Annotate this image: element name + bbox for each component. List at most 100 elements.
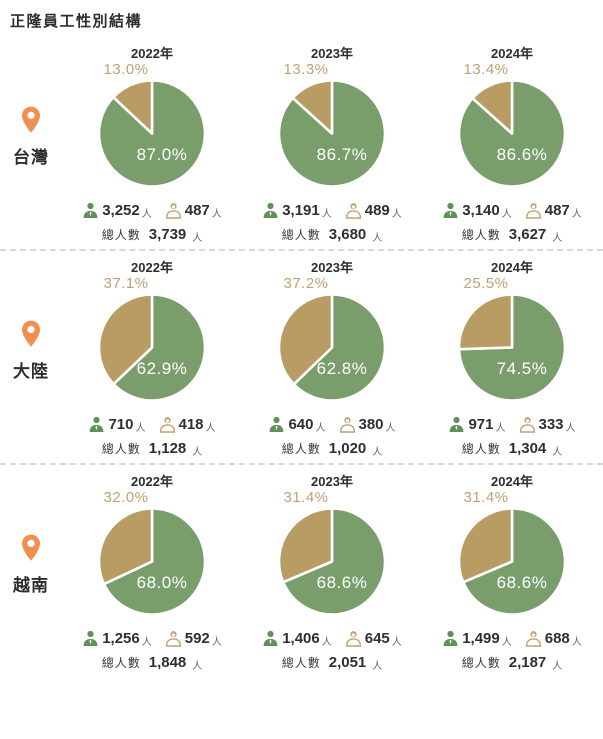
region-name: 台灣	[13, 147, 49, 167]
male-count-unit: 人	[495, 422, 506, 434]
female-person-icon	[519, 416, 535, 433]
year-label: 2024年	[491, 474, 533, 489]
gender-pie-chart	[457, 507, 567, 616]
female-count-unit: 人	[205, 422, 216, 434]
pie-chart-cell: 2024年 25.5% 74.5% 971 人 333 人	[422, 257, 602, 458]
location-pin-icon	[22, 106, 40, 133]
pie-chart-cell: 2023年 31.4% 68.6% 1,406 人 645 人	[242, 471, 422, 672]
year-label: 2022年	[131, 260, 173, 275]
male-person-icon	[450, 416, 464, 432]
region-label-0: 台灣	[0, 29, 62, 243]
female-count: 380	[358, 415, 384, 433]
male-count: 3,140	[462, 201, 500, 219]
pie-area: 37.1% 62.9%	[62, 275, 242, 407]
total-count: 1,128	[148, 440, 187, 457]
male-percent-label: 74.5%	[496, 359, 548, 378]
male-person-icon	[263, 202, 278, 218]
female-count-group: 688 人	[525, 629, 582, 648]
male-count-unit: 人	[321, 636, 332, 648]
region-charts: 2022年 37.1% 62.9% 710 人 418 人	[62, 257, 603, 458]
region-label-1: 大陸	[0, 243, 62, 457]
region-row: 大陸 2022年 37.1% 62.9% 710 人 418	[0, 249, 603, 463]
gender-counts: 1,499 人 688 人	[442, 627, 582, 649]
year-label: 2024年	[491, 46, 533, 61]
region-charts: 2022年 32.0% 68.0% 1,256 人 592 人	[62, 471, 603, 672]
year-label: 2024年	[491, 260, 533, 275]
female-percent-label: 31.4%	[463, 489, 509, 506]
total-unit: 人	[192, 661, 203, 672]
pie-chart-cell: 2022年 32.0% 68.0% 1,256 人 592 人	[62, 471, 242, 672]
total-row: 總人數 2,051 人	[281, 654, 383, 672]
male-percent-label: 87.0%	[136, 145, 188, 164]
female-count-group: 418 人	[159, 415, 216, 434]
year-label: 2022年	[131, 46, 173, 61]
gender-pie-chart	[97, 507, 207, 616]
female-count: 487	[544, 201, 570, 219]
total-label: 總人數	[281, 656, 321, 670]
female-count-unit: 人	[571, 636, 582, 648]
male-percent-label: 62.9%	[136, 359, 188, 378]
female-count-group: 380 人	[339, 415, 396, 434]
male-percent-label: 62.8%	[316, 359, 368, 378]
female-count-group: 487 人	[525, 201, 582, 220]
female-percent-label: 13.4%	[463, 61, 509, 78]
total-count: 2,051	[328, 654, 367, 671]
female-person-icon	[345, 630, 361, 647]
gender-counts: 3,140 人 487 人	[442, 199, 582, 221]
region-charts: 2022年 13.0% 87.0% 3,252 人 487 人	[62, 43, 603, 244]
gender-counts: 1,406 人 645 人	[262, 627, 402, 649]
region-label-2: 越南	[0, 457, 62, 671]
male-person-icon	[263, 630, 278, 646]
female-count: 487	[184, 201, 210, 219]
total-label: 總人數	[461, 228, 501, 242]
total-row: 總人數 3,627 人	[461, 226, 563, 244]
gender-pie-chart	[457, 79, 567, 188]
female-percent-label: 25.5%	[463, 275, 509, 292]
total-unit: 人	[552, 661, 563, 672]
female-count-unit: 人	[391, 208, 402, 220]
total-label: 總人數	[101, 656, 141, 670]
total-count: 2,187	[508, 654, 547, 671]
female-count-group: 333 人	[519, 416, 576, 434]
male-person-icon	[270, 416, 284, 432]
gender-pie-chart	[97, 293, 207, 402]
pie-area: 13.4% 86.6%	[422, 61, 602, 193]
location-pin-icon	[22, 320, 40, 347]
pie-area: 32.0% 68.0%	[62, 489, 242, 621]
total-label: 總人數	[281, 228, 321, 242]
female-percent-label: 37.2%	[283, 275, 329, 292]
gender-pie-chart	[277, 79, 387, 188]
female-person-icon	[345, 202, 361, 219]
total-unit: 人	[192, 447, 203, 458]
female-count-group: 487 人	[165, 201, 222, 220]
male-count: 971	[468, 415, 494, 433]
female-count-unit: 人	[565, 422, 576, 434]
female-count: 688	[544, 629, 570, 647]
male-count: 3,191	[282, 201, 320, 219]
total-count: 3,627	[508, 226, 547, 243]
pie-chart-cell: 2024年 13.4% 86.6% 3,140 人 487 人	[422, 43, 602, 244]
pie-area: 13.0% 87.0%	[62, 61, 242, 193]
female-count-unit: 人	[211, 208, 222, 220]
male-count: 1,499	[462, 629, 500, 647]
male-percent-label: 86.7%	[316, 145, 368, 164]
female-count: 489	[364, 201, 390, 219]
male-person-icon	[443, 630, 458, 646]
year-label: 2023年	[311, 474, 353, 489]
male-count: 640	[288, 415, 314, 433]
female-person-icon	[525, 202, 541, 219]
pie-area: 13.3% 86.7%	[242, 61, 422, 193]
total-unit: 人	[192, 233, 203, 244]
female-count: 418	[178, 415, 204, 433]
total-count: 1,304	[508, 440, 547, 457]
male-person-icon	[83, 202, 98, 218]
male-percent-label: 68.0%	[136, 573, 188, 592]
gender-pie-chart	[97, 79, 207, 188]
pie-area: 31.4% 68.6%	[422, 489, 602, 621]
total-label: 總人數	[101, 228, 141, 242]
female-percent-label: 31.4%	[283, 489, 329, 506]
pie-chart-cell: 2022年 13.0% 87.0% 3,252 人 487 人	[62, 43, 242, 244]
gender-counts: 710 人 418 人	[88, 413, 216, 435]
gender-counts: 971 人 333 人	[448, 413, 576, 435]
